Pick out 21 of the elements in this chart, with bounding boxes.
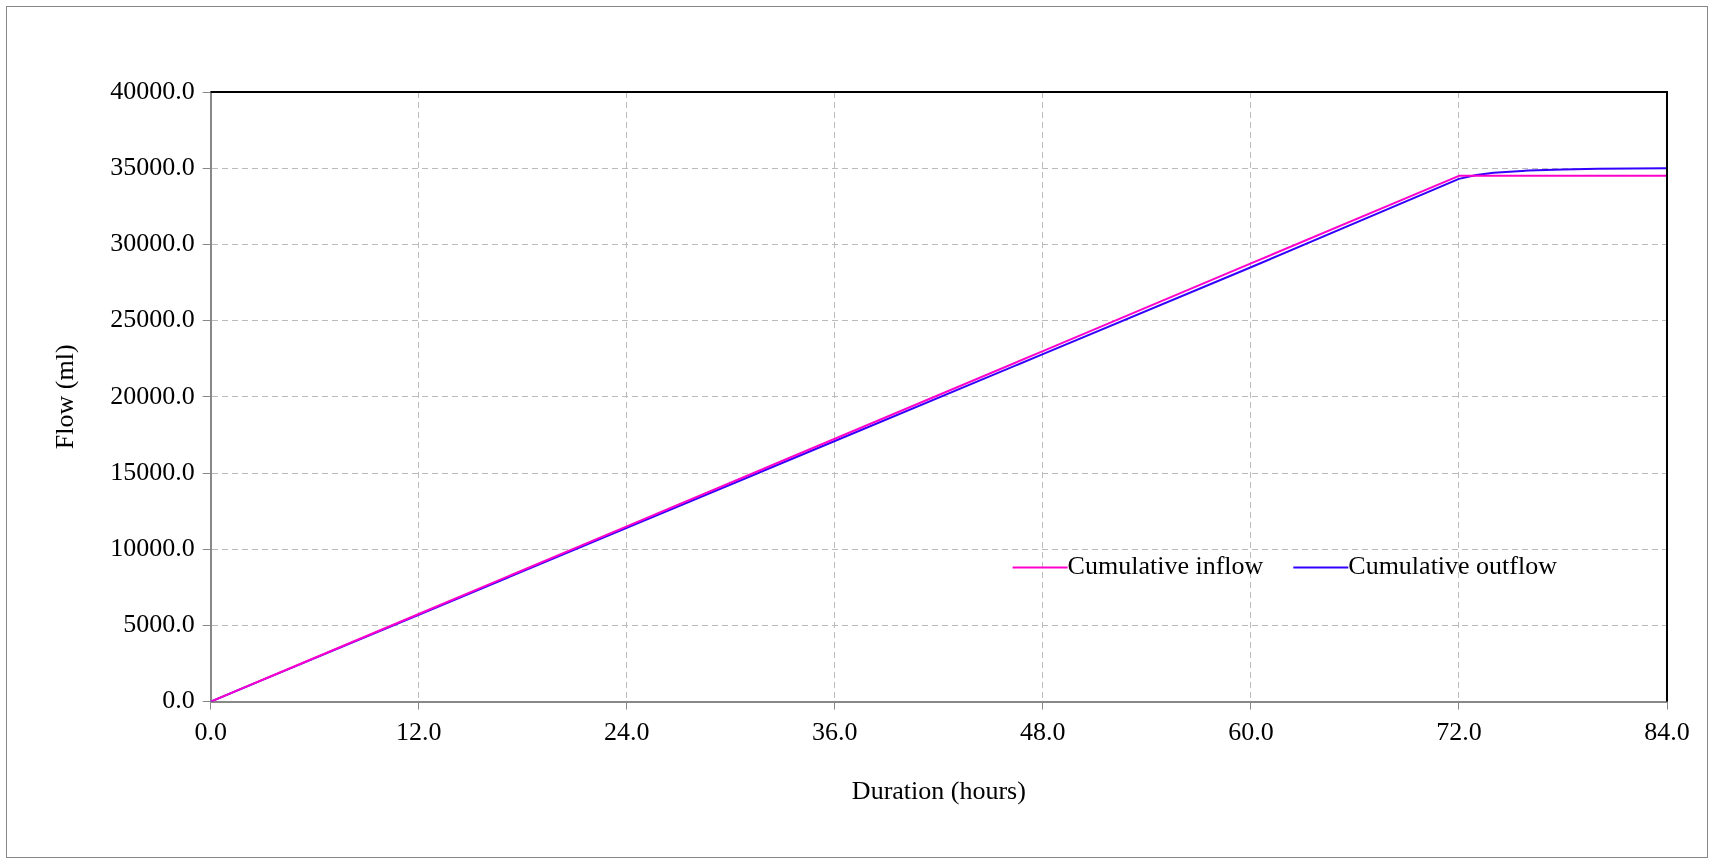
y-tick-label: 0.0 — [162, 685, 195, 715]
y-tick-label: 25000.0 — [110, 304, 195, 334]
x-tick-label: 0.0 — [194, 717, 227, 747]
y-tick-label: 30000.0 — [110, 228, 195, 258]
x-tick-label: 24.0 — [604, 717, 650, 747]
y-axis-title: Flow (ml) — [50, 344, 80, 450]
x-tick-label: 72.0 — [1436, 717, 1482, 747]
legend-label: Cumulative outflow — [1348, 551, 1558, 581]
y-tick-label: 10000.0 — [110, 533, 195, 563]
legend-label: Cumulative inflow — [1067, 551, 1264, 581]
y-tick-label: 35000.0 — [110, 152, 195, 182]
y-tick-label: 15000.0 — [110, 456, 195, 486]
x-tick-label: 60.0 — [1228, 717, 1274, 747]
y-tick-label: 5000.0 — [123, 609, 195, 639]
y-tick-label: 40000.0 — [110, 75, 195, 105]
y-tick-label: 20000.0 — [110, 380, 195, 410]
x-tick-label: 84.0 — [1644, 717, 1690, 747]
x-axis-title: Duration (hours) — [851, 776, 1026, 806]
x-tick-label: 12.0 — [395, 717, 442, 747]
x-tick-label: 36.0 — [812, 717, 858, 747]
x-tick-label: 48.0 — [1020, 717, 1066, 747]
